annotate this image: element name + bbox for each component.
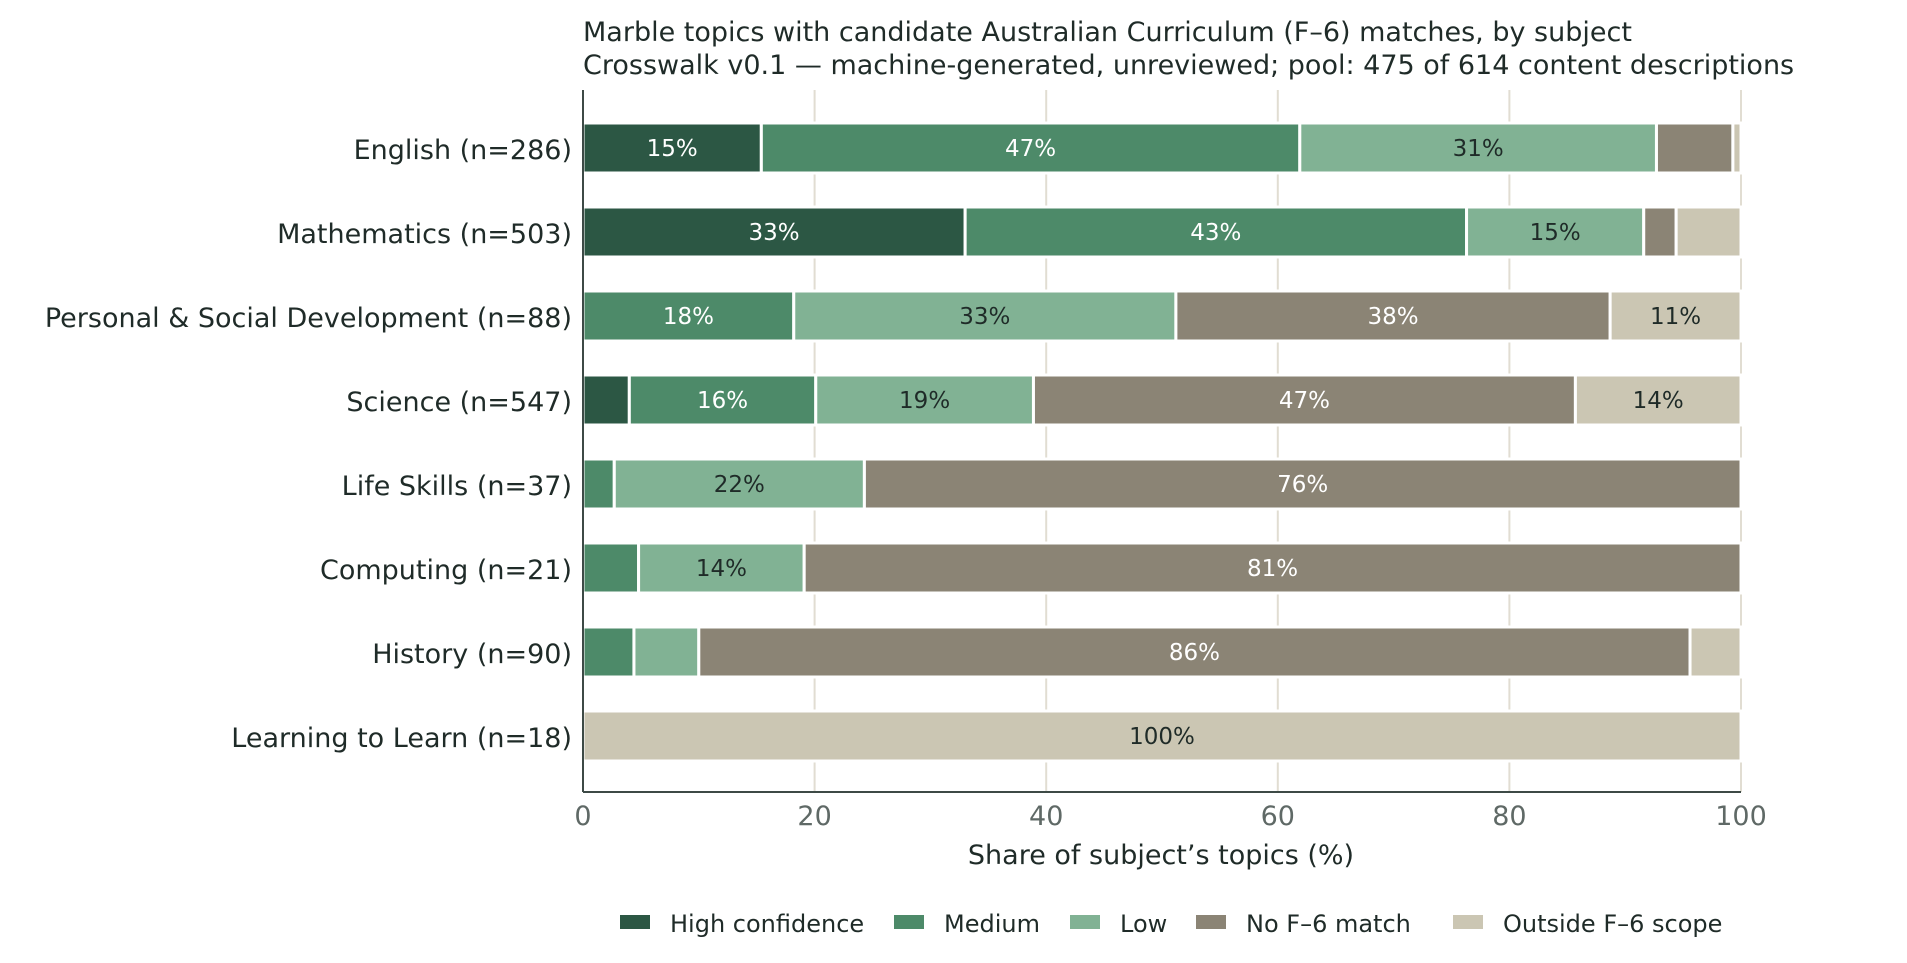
data-label-science-medium: 16% <box>697 388 748 414</box>
bar-mathematics-medium <box>963 205 1469 259</box>
bar-english-low <box>1298 121 1658 175</box>
x-tick-label-40: 40 <box>1029 801 1063 832</box>
bar-english-outside-f-6-scope <box>1731 121 1743 175</box>
axes: English (n=286) Mathematics (n=503) Person… <box>45 90 1767 832</box>
legend-label-medium: Medium <box>944 910 1040 938</box>
category-label-english: English (n=286) <box>354 135 572 166</box>
bar-personal-social-development-medium <box>581 289 796 343</box>
x-tick-label-80: 80 <box>1492 801 1526 832</box>
category-label-history: History (n=90) <box>372 639 572 670</box>
bar-science-medium <box>627 373 818 427</box>
data-label-science-no-f-6-match: 47% <box>1279 388 1330 414</box>
legend-swatch-low <box>1070 915 1100 929</box>
category-label-personal-social-development: Personal & Social Development (n=88) <box>45 303 572 334</box>
data-label-english-high-confidence: 15% <box>647 136 698 162</box>
bar-computing-no-f-6-match <box>802 541 1743 595</box>
category-label-life-skills: Life Skills (n=37) <box>342 471 572 502</box>
data-label-computing-no-f-6-match: 81% <box>1247 556 1298 582</box>
gridlines <box>813 90 1742 792</box>
bar-history-no-f-6-match <box>697 625 1692 679</box>
legend-swatch-no-f-6-match <box>1196 915 1226 929</box>
x-tick-label-100: 100 <box>1715 801 1767 832</box>
x-tick-label-60: 60 <box>1261 801 1295 832</box>
data-label-personal-social-development-medium: 18% <box>663 304 714 330</box>
legend-label-outside-f-6-scope: Outside F–6 scope <box>1503 910 1722 938</box>
data-label-life-skills-low: 22% <box>714 472 765 498</box>
bar-personal-social-development-outside-f-6-scope <box>1608 289 1743 343</box>
x-tick-label-20: 20 <box>797 801 831 832</box>
data-label-mathematics-medium: 43% <box>1190 220 1241 246</box>
data-label-mathematics-low: 15% <box>1530 220 1581 246</box>
chart-subtitle: Crosswalk v0.1 — machine-generated, unre… <box>583 50 1794 81</box>
bar-mathematics-no-f-6-match <box>1642 205 1678 259</box>
x-axis-title: Share of subject’s topics (%) <box>968 840 1354 871</box>
category-label-computing: Computing (n=21) <box>320 555 572 586</box>
legend-swatch-medium <box>894 915 924 929</box>
data-labels: 15% 47% 31% 33% 43% 15% 18% 33% 38% 11% 16% 19% 47% 1… <box>647 136 1702 750</box>
legend: High confidence Medium Low No F–6 match Outs… <box>620 910 1722 938</box>
category-label-mathematics: Mathematics (n=503) <box>277 219 572 250</box>
bar-history-outside-f-6-scope <box>1688 625 1743 679</box>
data-label-computing-low: 14% <box>696 556 747 582</box>
bar-computing-medium <box>581 541 641 595</box>
bars <box>581 121 1743 763</box>
data-label-science-outside-f-6-scope: 14% <box>1633 388 1684 414</box>
bar-science-outside-f-6-scope <box>1573 373 1743 427</box>
data-label-history-no-f-6-match: 86% <box>1169 640 1220 666</box>
data-label-english-medium: 47% <box>1005 136 1056 162</box>
bar-history-low <box>632 625 701 679</box>
category-label-learning-to-learn: Learning to Learn (n=18) <box>231 723 572 754</box>
data-label-mathematics-high-confidence: 33% <box>749 220 800 246</box>
bar-life-skills-medium <box>581 457 616 511</box>
data-label-learning-to-learn-outside-f-6-scope: 100% <box>1129 724 1195 750</box>
bar-life-skills-no-f-6-match <box>862 457 1743 511</box>
legend-label-low: Low <box>1120 910 1167 938</box>
data-label-personal-social-development-outside-f-6-scope: 11% <box>1650 304 1701 330</box>
data-label-english-low: 31% <box>1453 136 1504 162</box>
bar-science-high-confidence <box>581 373 631 427</box>
data-label-personal-social-development-no-f-6-match: 38% <box>1367 304 1418 330</box>
x-tick-label-0: 0 <box>574 801 591 832</box>
legend-swatch-outside-f-6-scope <box>1453 915 1483 929</box>
chart-title: Marble topics with candidate Australian … <box>583 17 1632 48</box>
bar-life-skills-low <box>612 457 866 511</box>
legend-label-high-confidence: High confidence <box>670 910 864 938</box>
bar-history-medium <box>581 625 636 679</box>
legend-label-no-f-6-match: No F–6 match <box>1246 910 1411 938</box>
bar-personal-social-development-no-f-6-match <box>1174 289 1612 343</box>
bar-mathematics-outside-f-6-scope <box>1674 205 1743 259</box>
data-label-life-skills-no-f-6-match: 76% <box>1277 472 1328 498</box>
data-label-science-low: 19% <box>899 388 950 414</box>
legend-swatch-high-confidence <box>620 915 650 929</box>
category-label-science: Science (n=547) <box>346 387 572 418</box>
data-label-personal-social-development-low: 33% <box>959 304 1010 330</box>
bar-science-no-f-6-match <box>1031 373 1577 427</box>
bar-english-no-f-6-match <box>1654 121 1735 175</box>
